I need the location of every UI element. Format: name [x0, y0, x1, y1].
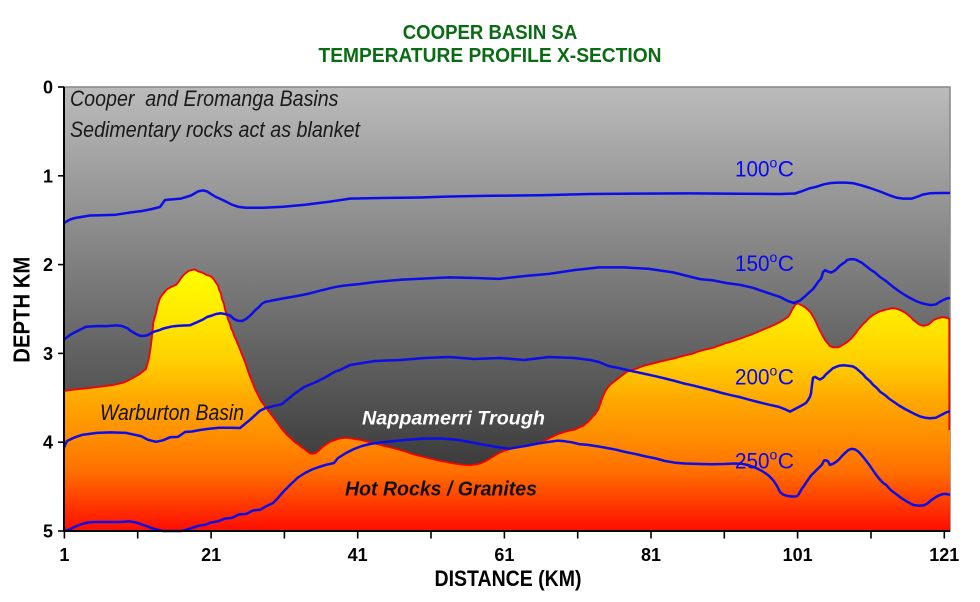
- svg-text:100: 100: [735, 156, 770, 181]
- svg-text:101: 101: [783, 545, 813, 565]
- svg-text:o: o: [770, 447, 778, 463]
- svg-text:TEMPERATURE PROFILE X-SECTION: TEMPERATURE PROFILE X-SECTION: [319, 45, 662, 67]
- svg-text:C: C: [778, 365, 794, 390]
- svg-text:o: o: [770, 363, 778, 379]
- svg-text:200: 200: [735, 365, 770, 390]
- svg-text:Cooper and Eromanga Basins: Cooper and Eromanga Basins: [70, 86, 339, 111]
- svg-text:Warburton Basin: Warburton Basin: [100, 400, 244, 425]
- svg-text:o: o: [770, 249, 778, 265]
- svg-text:C: C: [778, 251, 794, 276]
- svg-text:2: 2: [43, 255, 53, 275]
- svg-text:81: 81: [641, 545, 661, 565]
- svg-text:41: 41: [348, 545, 368, 565]
- svg-text:Sedimentary rocks act as blank: Sedimentary rocks act as blanket: [70, 117, 361, 142]
- svg-text:61: 61: [494, 545, 514, 565]
- svg-text:DEPTH KM: DEPTH KM: [8, 257, 34, 363]
- svg-text:3: 3: [43, 344, 53, 364]
- svg-text:5: 5: [43, 522, 53, 542]
- svg-text:150: 150: [735, 251, 770, 276]
- svg-text:0: 0: [43, 78, 53, 98]
- svg-text:21: 21: [201, 545, 221, 565]
- svg-text:C: C: [778, 449, 794, 474]
- svg-text:1: 1: [59, 545, 69, 565]
- svg-text:1: 1: [43, 166, 53, 186]
- svg-text:DISTANCE (KM): DISTANCE (KM): [435, 566, 582, 591]
- svg-text:Hot Rocks / Granites: Hot Rocks / Granites: [345, 479, 537, 501]
- svg-text:Nappamerri Trough: Nappamerri Trough: [362, 408, 545, 430]
- svg-text:COOPER BASIN SA: COOPER BASIN SA: [403, 22, 578, 44]
- svg-text:C: C: [778, 156, 794, 181]
- svg-text:4: 4: [43, 433, 53, 453]
- svg-text:121: 121: [929, 545, 959, 565]
- svg-text:250: 250: [735, 449, 770, 474]
- svg-text:o: o: [770, 155, 778, 171]
